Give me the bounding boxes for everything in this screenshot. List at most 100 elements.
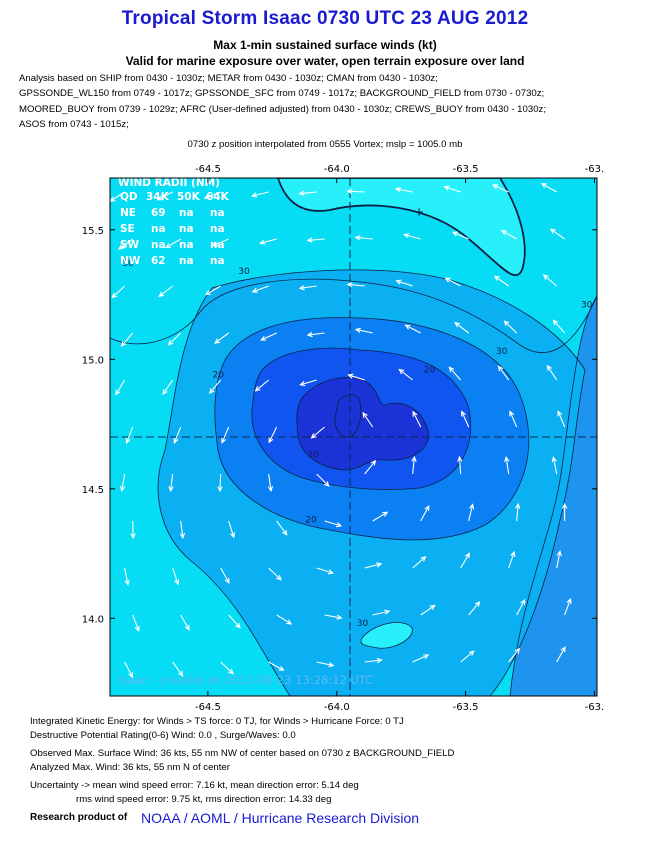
- wind-vector-arrow: [132, 614, 140, 633]
- noaa-link[interactable]: NOAA / AOML / Hurricane Research Divisio…: [141, 810, 420, 826]
- y-tick-label: 15.0: [82, 355, 104, 366]
- x-tick-label-bottom: -63.5: [453, 702, 479, 713]
- wind-radii-cell: NE: [120, 207, 136, 219]
- wind-vector-arrow: [468, 503, 475, 522]
- wind-vector-arrow: [542, 274, 558, 287]
- wind-vector-arrow: [500, 229, 517, 240]
- wind-vector-arrow: [306, 331, 325, 338]
- wind-radii-col: 50K: [177, 191, 201, 203]
- wind-vector-arrow: [180, 614, 190, 631]
- wind-vector-arrow: [497, 365, 510, 381]
- wind-vector-arrow: [316, 473, 330, 487]
- analysis-line: ASOS from 0743 - 1015z;: [19, 119, 129, 131]
- wind-vector-arrow: [306, 237, 325, 243]
- contour-line: [296, 377, 429, 471]
- chart-subtitle-exposure: Valid for marine exposure over water, op…: [125, 54, 525, 68]
- wind-vector-arrow: [251, 285, 269, 293]
- wind-vector-arrow: [556, 550, 562, 569]
- contour-label: 10: [308, 451, 320, 461]
- wind-vector-arrow: [504, 455, 510, 475]
- uncertainty-line: Uncertainty -> mean wind speed error: 7.…: [30, 780, 359, 791]
- wind-vector-arrow: [168, 473, 174, 493]
- chart-subtitle-units: Max 1-min sustained surface winds (kt): [213, 38, 437, 52]
- wind-vector-arrow: [119, 473, 126, 493]
- contour-label: 20: [212, 370, 224, 380]
- wind-vector-arrow: [124, 567, 130, 586]
- wind-radii-cell: na: [179, 239, 194, 251]
- analysis-line: MOORED_BUOY from 0739 - 1029z; AFRC (Use…: [19, 103, 546, 115]
- wind-vector-arrow: [508, 647, 521, 663]
- wind-vector-arrow: [564, 597, 572, 616]
- wind-vector-arrow: [173, 426, 182, 444]
- wind-vector-arrow: [420, 604, 436, 616]
- y-tick-label: 14.0: [82, 614, 104, 625]
- wind-vector-arrow: [250, 191, 269, 198]
- wind-vector-arrow: [468, 600, 481, 616]
- wind-vector-arrow: [394, 187, 413, 193]
- wind-vector-arrow: [461, 410, 470, 428]
- contour-line: [334, 394, 362, 438]
- wind-vector-arrow: [508, 550, 516, 569]
- contour-label: 30: [581, 301, 593, 311]
- wind-vector-arrow: [217, 473, 223, 493]
- position-note: 0730 z position interpolated from 0555 V…: [187, 139, 463, 150]
- contour-line: [214, 317, 530, 541]
- wind-vector-arrow: [167, 332, 182, 346]
- wind-radii-cell: na: [179, 255, 194, 267]
- y-tick-label: 14.5: [82, 485, 104, 496]
- wind-radii-col: QD: [120, 191, 138, 203]
- wind-vector-arrow: [221, 426, 230, 444]
- wind-radii-col: 34K: [146, 191, 170, 203]
- ike-line: Integrated Kinetic Energy: for Winds > T…: [30, 716, 404, 727]
- wind-vector-arrow: [412, 555, 427, 569]
- wind-band-core: [296, 377, 429, 470]
- contour-lines: [110, 178, 597, 696]
- wind-vector-arrow: [316, 661, 335, 668]
- wind-radii-cell: na: [210, 239, 225, 251]
- wind-radii-cell: na: [210, 255, 225, 267]
- wind-vector-arrow: [276, 520, 288, 536]
- wind-vector-arrow: [268, 426, 278, 444]
- plot-frame: [109, 177, 598, 697]
- x-tick-label-top: -63.: [585, 164, 605, 175]
- wind-radii-heading: WIND RADII (NM): [118, 177, 220, 189]
- wind-vector-arrow: [460, 650, 475, 663]
- wind-vector-arrow: [120, 332, 134, 347]
- x-tick-label-bottom: -63.: [585, 702, 605, 713]
- wind-vector-arrow: [372, 511, 389, 522]
- wind-vector-arrow: [324, 520, 343, 528]
- wind-vector-arrow: [540, 183, 557, 193]
- rms-error-line: rms wind speed error: 9.75 kt, rms direc…: [76, 794, 332, 805]
- wind-vector-arrow: [444, 277, 461, 287]
- x-tick-label-top: -64.0: [324, 164, 350, 175]
- wind-vector-arrow: [503, 320, 518, 334]
- wind-vector-arrow: [162, 379, 174, 396]
- wind-vector-arrow: [228, 614, 241, 629]
- wind-radii-cell: na: [151, 223, 166, 235]
- wind-vector-arrow: [208, 379, 222, 395]
- wind-vector-arrow: [364, 657, 383, 664]
- contour-label: 30: [496, 347, 508, 357]
- wind-radii-cell: na: [210, 207, 225, 219]
- chart-title: Tropical Storm Isaac 0730 UTC 23 AUG 201…: [121, 8, 529, 29]
- wind-vectors: [110, 183, 572, 679]
- wind-field-map: 30 30 30 30 20 20 20 30 10 + WIND RADII (NM) QD …: [82, 164, 604, 713]
- credit-line: Isaac - created on 2012-08-23 13:28:12 U…: [118, 673, 373, 687]
- x-tick-label-top: -63.5: [453, 164, 479, 175]
- wind-vector-arrow: [515, 502, 521, 522]
- wind-radii-cell: 62: [151, 255, 166, 267]
- wind-radii-cell: SW: [120, 239, 140, 251]
- wind-vector-arrow: [493, 275, 509, 287]
- wind-vector-arrow: [362, 411, 374, 428]
- x-tick-label-bottom: -64.5: [195, 702, 221, 713]
- wind-vector-arrow: [310, 426, 326, 439]
- wind-vector-arrow: [213, 332, 230, 344]
- axes: -64.5 -64.5 -64.0 -64.0 -63.5 -63.5 -63. -63. 15…: [82, 164, 604, 713]
- wind-vector-arrow: [220, 567, 230, 584]
- wind-vector-arrow: [346, 282, 365, 288]
- wind-vector-arrow: [115, 379, 126, 396]
- analysis-sources: Analysis based on SHIP from 0430 - 1030z…: [19, 71, 639, 133]
- wind-vector-arrow: [460, 552, 470, 569]
- wind-vector-arrow: [156, 191, 173, 201]
- wind-vector-arrow: [516, 598, 526, 616]
